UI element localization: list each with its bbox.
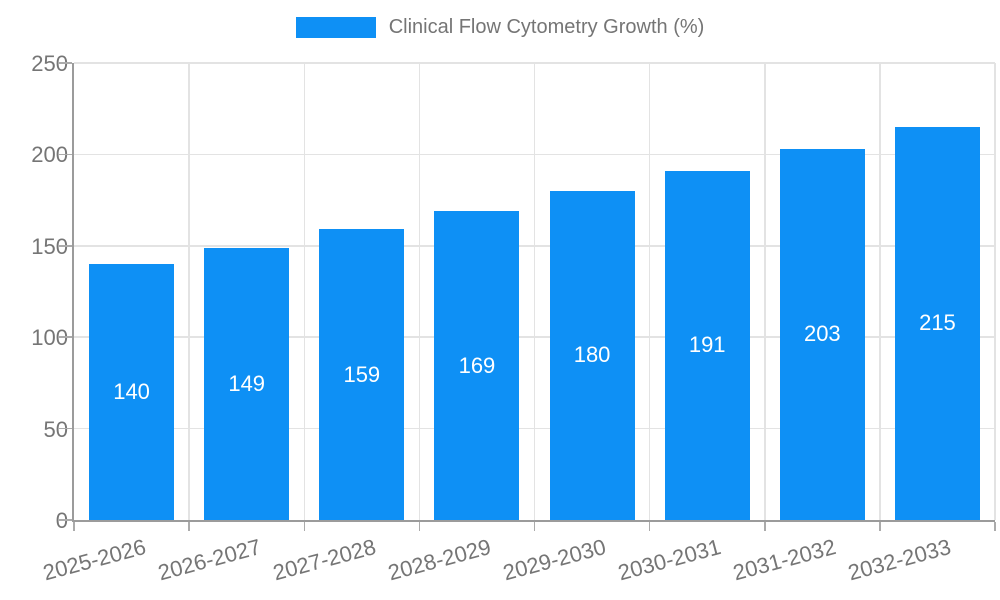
x-tick-mark xyxy=(533,522,536,531)
bar: 191 xyxy=(664,170,750,520)
legend-label: Clinical Flow Cytometry Growth (%) xyxy=(388,16,705,38)
gridline-vertical xyxy=(879,63,881,520)
y-axis: 0 50 100 150 200 250 xyxy=(0,53,68,532)
bar-value-label: 215 xyxy=(919,310,956,336)
gridline-vertical xyxy=(648,63,651,520)
legend[interactable]: Clinical Flow Cytometry Growth (%) xyxy=(0,16,1000,39)
gridline-vertical xyxy=(188,63,190,520)
bar: 180 xyxy=(549,190,635,520)
bar-value-label: 169 xyxy=(458,352,496,378)
bar: 215 xyxy=(894,126,980,520)
y-tick-mark xyxy=(58,245,72,247)
x-tick-mark xyxy=(188,522,190,531)
gridline-vertical xyxy=(994,63,996,520)
x-tick-mark xyxy=(648,522,651,531)
plot-area: 140 149 159 169 180 191 203 215 xyxy=(58,62,996,531)
x-tick-mark xyxy=(764,522,766,531)
y-tick-mark xyxy=(58,153,72,156)
bar-value-label: 149 xyxy=(228,370,266,396)
x-tick-mark xyxy=(879,522,881,531)
legend-swatch xyxy=(295,17,376,38)
bar-value-label: 180 xyxy=(573,342,611,368)
gridline-vertical xyxy=(303,63,305,520)
x-tick-mark xyxy=(303,522,305,531)
bar: 169 xyxy=(434,211,520,520)
x-tick-mark xyxy=(418,522,421,531)
bar-value-label: 140 xyxy=(113,379,150,405)
y-tick-mark xyxy=(58,427,72,430)
x-axis: 2025-2026 2026-2027 2027-2028 2028-2029 2029… xyxy=(40,524,995,600)
y-tick-label: 150 xyxy=(31,233,68,259)
gridline-vertical xyxy=(533,63,536,520)
bar-value-label: 159 xyxy=(343,361,381,387)
y-tick-mark xyxy=(58,336,72,338)
x-tick-mark xyxy=(994,522,996,531)
y-tick-label: 100 xyxy=(31,325,68,351)
y-tick-label: 0 xyxy=(8,510,68,532)
bar: 159 xyxy=(319,229,405,520)
y-tick-mark xyxy=(58,519,72,521)
bar-value-label: 203 xyxy=(803,321,841,347)
bar: 149 xyxy=(204,247,290,520)
x-tick-mark xyxy=(73,522,75,531)
y-tick-label: 200 xyxy=(31,142,68,168)
gridline-vertical xyxy=(418,63,421,520)
y-tick-label: 250 xyxy=(31,51,68,76)
bar-value-label: 191 xyxy=(688,332,726,358)
gridline-vertical xyxy=(764,63,766,520)
y-tick-label: 50 xyxy=(43,416,68,442)
y-tick-mark xyxy=(58,62,72,64)
bar: 203 xyxy=(779,148,865,520)
bar: 140 xyxy=(89,264,175,520)
